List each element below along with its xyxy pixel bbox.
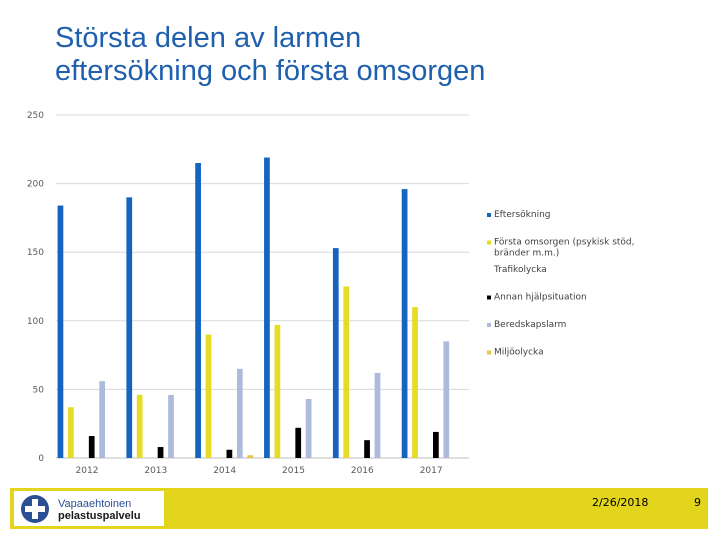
bar-2013-series-0 [126,197,133,458]
x-tick-label-2015: 2015 [282,466,305,476]
legend-swatch-2 [487,268,491,272]
bar-2014-series-5 [247,455,254,458]
slide-title-line-1: Största delen av larmen [55,22,362,54]
bar-2015-series-3 [295,427,302,458]
footer-bar: Vapaaehtoinen pelastuspalvelu 2/26/2018 … [10,488,708,529]
legend-swatch-3 [487,295,491,300]
legend-label-4: Beredskapslarm [494,320,566,330]
bar-2013-series-1 [136,394,143,458]
bar-2013-series-3 [157,447,164,458]
logo-line-2: pelastuspalvelu [58,510,141,522]
logo-wordmark: Vapaaehtoinen pelastuspalvelu [58,498,141,522]
legend-label-0: Eftersökning [494,210,551,220]
page-number: 9 [694,496,701,509]
bar-2017-series-4 [443,341,450,458]
slide-title: Största delen av larmen eftersökning och… [55,22,675,88]
bar-2013-series-4 [168,394,174,458]
bar-2016-series-0 [332,248,339,458]
x-tick-label-2013: 2013 [144,466,167,476]
y-tick-label-200: 200 [27,180,44,190]
y-tick-label-100: 100 [27,317,44,327]
bar-2016-series-1 [343,286,350,458]
y-tick-label-250: 250 [27,111,44,121]
bar-2015-series-0 [264,157,270,459]
x-tick-label-2016: 2016 [351,466,374,476]
logo-line-1: Vapaaehtoinen [58,498,132,510]
bar-2014-series-1 [205,334,212,458]
bar-2012-series-0 [57,205,64,458]
bar-2012-series-4 [99,381,106,458]
cross-emblem-icon [21,495,49,523]
bar-chart: 0 50 100 150 200 250 2012 2013 2014 2015 2016 2017 E… [27,111,635,476]
x-tick-label-2012: 2012 [76,466,99,476]
bar-2017-series-1 [412,307,418,458]
bar-2017-series-3 [433,431,439,458]
bar-2015-series-1 [274,324,281,458]
legend-label-3: Annan hjälpsituation [494,293,587,303]
bar-2014-series-4 [236,368,243,458]
slide-title-line-2: eftersökning och första omsorgen [55,55,486,87]
legend-swatch-4 [487,323,491,327]
bar-2016-series-4 [374,372,381,458]
bar-2017-series-0 [401,189,408,458]
legend-label-2: Trafikolycka [493,265,547,275]
y-tick-label-50: 50 [33,385,45,395]
x-tick-label-2017: 2017 [420,466,443,476]
legend-swatch-1 [487,240,491,245]
bar-2014-series-3 [226,449,233,458]
organization-logo: Vapaaehtoinen pelastuspalvelu [14,491,164,526]
bar-2015-series-4 [305,399,312,458]
legend-label-5: Miljöolycka [494,348,544,358]
bar-2012-series-3 [88,436,95,458]
footer-date: 2/26/2018 [592,496,649,509]
legend-swatch-5 [487,350,491,355]
bar-2016-series-3 [364,440,370,458]
y-tick-label-0: 0 [38,454,44,464]
bar-2014-series-0 [195,163,201,458]
x-tick-label-2014: 2014 [213,466,236,476]
bar-2012-series-1 [67,407,74,458]
y-tick-label-150: 150 [27,248,44,258]
legend-swatch-0 [487,213,491,217]
legend-label-1: Första omsorgen (psykisk stöd, bränder m.… [494,238,635,259]
